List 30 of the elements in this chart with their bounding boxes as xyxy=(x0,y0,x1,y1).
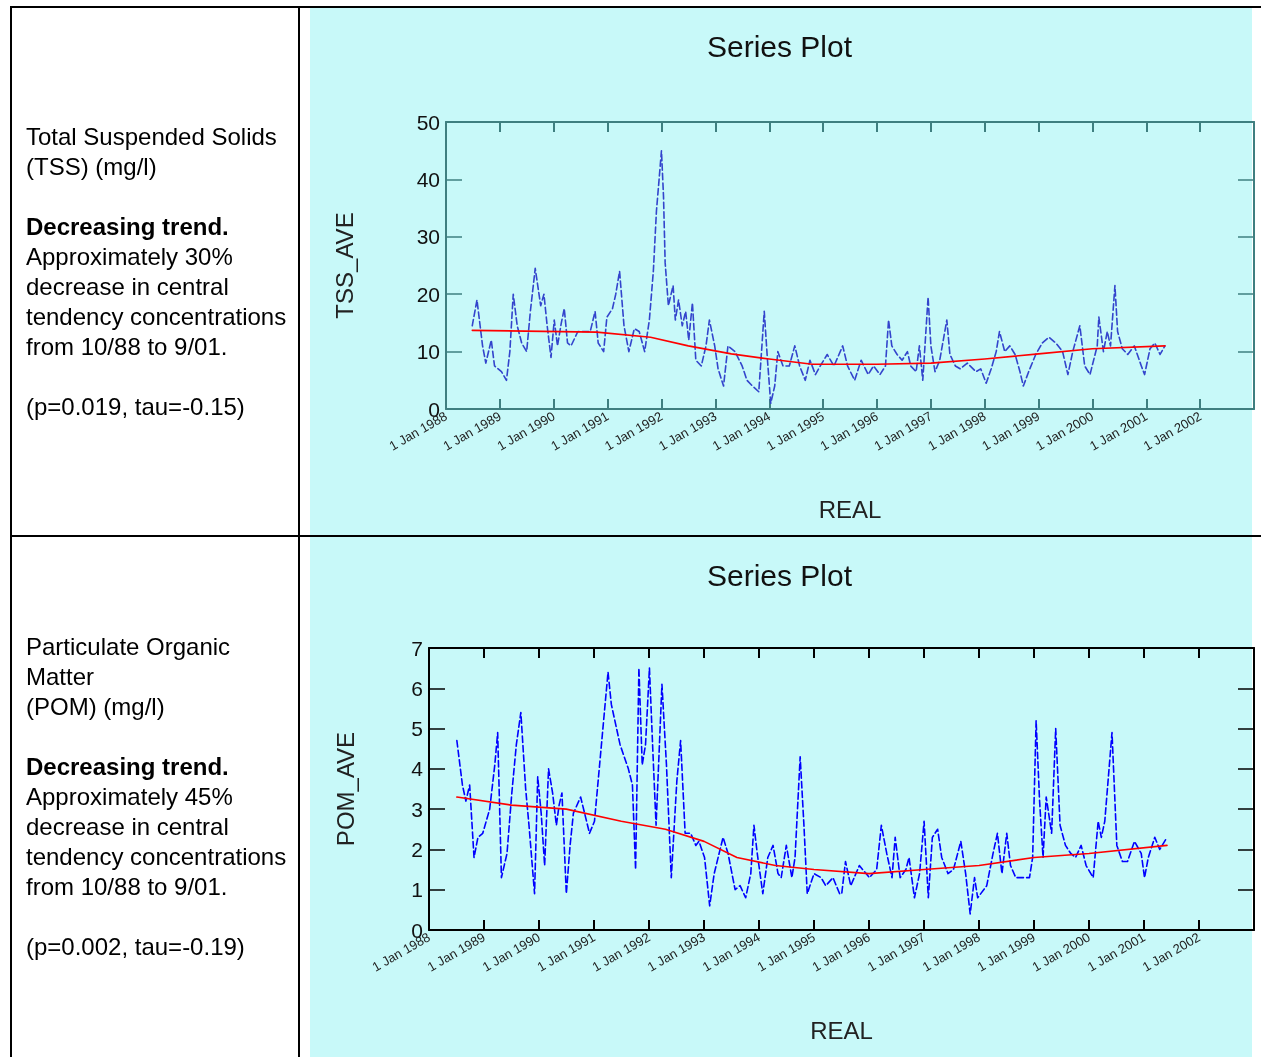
text: (p=0.002, tau=-0.19) xyxy=(26,932,246,962)
text: Decreasing trend. xyxy=(26,212,229,240)
y-tick-label: 6 xyxy=(411,676,423,700)
y-tick-label: 30 xyxy=(416,225,440,249)
text: Particulate Organic Matter (POM) (mg/l) xyxy=(26,632,232,722)
text: Approximately 30% decrease in central tendency concentrations from 10/88 to 9/01. xyxy=(26,242,287,360)
y-tick-label: 40 xyxy=(416,167,440,191)
text: Approximately 45% decrease in central tendency concentrations from 10/88 to 9/01. xyxy=(26,783,287,900)
text: Total Suspended Solids (TSS) (mg/l) xyxy=(26,121,278,182)
y-tick-label: 7 xyxy=(411,636,423,660)
chart-title: Series Plot xyxy=(706,29,853,63)
chart-title: Series Plot xyxy=(706,558,853,592)
y-tick-label: 3 xyxy=(411,797,423,821)
text: Decreasing trend. xyxy=(26,753,229,780)
y-tick-label: 1 xyxy=(411,878,423,902)
y-tick-label: 20 xyxy=(416,282,440,306)
y-tick-label: 2 xyxy=(411,837,423,861)
y-axis-title: POM_AVE xyxy=(331,731,359,847)
text: (p=0.019, tau=-0.15) xyxy=(26,391,246,422)
line-series xyxy=(471,149,1166,405)
line-series xyxy=(456,796,1168,875)
y-axis-title: TSS_AVE xyxy=(330,212,358,319)
line-series xyxy=(471,329,1166,366)
x-axis-title: REAL xyxy=(818,495,882,523)
x-axis-title: REAL xyxy=(810,1016,873,1044)
y-tick-label: 10 xyxy=(416,340,440,364)
y-tick-label: 5 xyxy=(411,717,423,741)
y-tick-label: 50 xyxy=(416,110,440,134)
line-series xyxy=(456,667,1168,915)
y-tick-label: 4 xyxy=(411,757,424,781)
